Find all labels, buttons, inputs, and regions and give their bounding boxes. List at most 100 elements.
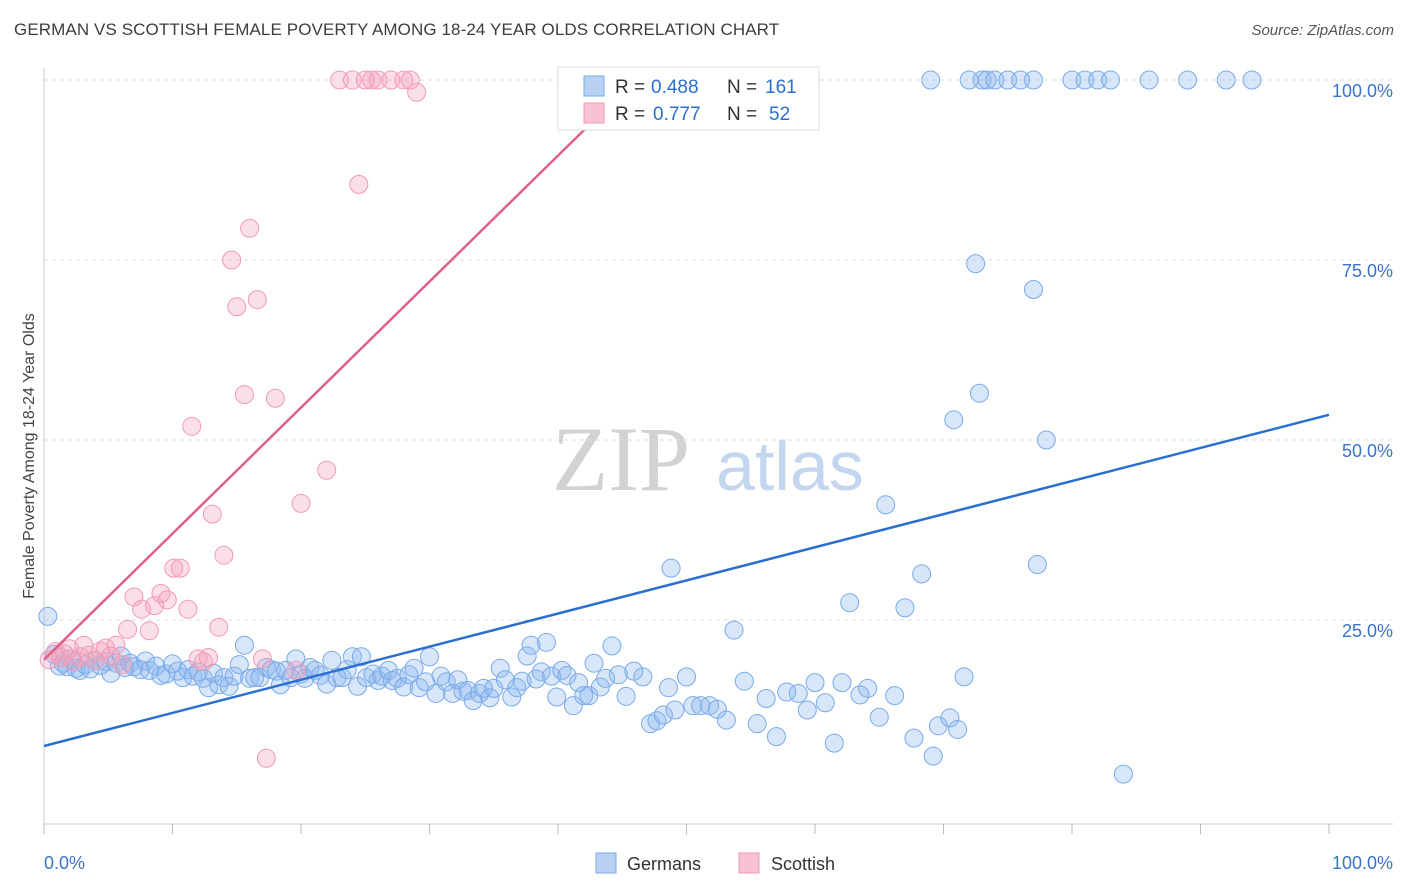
germans-r-label: R = (615, 77, 645, 98)
germans-point (977, 70, 997, 90)
scottish-point (145, 596, 165, 616)
germans-point (850, 685, 870, 705)
germans-point (224, 666, 244, 686)
germans-point (1216, 70, 1236, 90)
scottish-point (222, 250, 242, 270)
germans-point (948, 719, 968, 739)
scottish-r-value: 0.777 (653, 104, 701, 125)
scottish-point (394, 70, 414, 90)
germans-point (869, 707, 889, 727)
scottish-point (178, 599, 198, 619)
germans-point (602, 636, 622, 656)
scottish-point (234, 385, 254, 405)
scottish-point (157, 590, 177, 610)
germans-point (885, 686, 905, 706)
germans-point (716, 710, 736, 730)
scottish-point (139, 621, 159, 641)
scottish-point (118, 619, 138, 639)
germans-point (661, 558, 681, 578)
germans-point (1036, 430, 1056, 450)
germans-point (188, 662, 208, 682)
germans-point (608, 665, 628, 685)
germans-point (234, 635, 254, 655)
germans-point (904, 728, 924, 748)
germans-point (653, 705, 673, 725)
watermark-atlas: atlas (716, 427, 864, 505)
germans-point (250, 668, 270, 688)
germans-point (624, 661, 644, 681)
germans-point (1027, 555, 1047, 575)
scottish-point (85, 650, 105, 670)
germans-point (219, 676, 239, 696)
germans-r-value: 0.488 (651, 77, 699, 98)
germans-point (665, 700, 685, 720)
x-ticks (43, 824, 1330, 834)
watermark-zip: ZIP (552, 408, 690, 510)
germans-point (458, 681, 478, 701)
germans-point (495, 670, 515, 690)
germans-point (1023, 70, 1043, 90)
germans-point (912, 564, 932, 584)
legend-germans-swatch (595, 852, 617, 874)
germans-point (815, 693, 835, 713)
y-axis-label: Female Poverty Among 18-24 Year Olds (21, 313, 38, 599)
germans-point (542, 666, 562, 686)
scottish-point (214, 545, 234, 565)
germans-point (229, 655, 249, 675)
scottish-n-value: 52 (769, 104, 790, 125)
germans-point (747, 714, 767, 734)
germans-point (480, 688, 500, 708)
germans-point (404, 658, 424, 678)
germans-point (584, 653, 604, 673)
scottish-point (256, 748, 276, 768)
germans-point (724, 620, 744, 640)
germans-point (805, 673, 825, 693)
germans-point (552, 660, 572, 680)
scottish-point (112, 655, 132, 675)
scottish-point (182, 416, 202, 436)
x-tick-label-max: 100.0% (1332, 853, 1393, 873)
germans-point (1113, 764, 1133, 784)
y-tick-label: 100.0% (1332, 81, 1393, 101)
source-label: Source: ZipAtlas.com (1251, 22, 1394, 39)
watermark: ZIP atlas (552, 408, 864, 510)
germans-point (797, 700, 817, 720)
gridlines (44, 79, 1393, 621)
legend-scottish-swatch (738, 852, 760, 874)
germans-point (136, 651, 156, 671)
germans-point (322, 650, 342, 670)
germans-point (507, 678, 527, 698)
germans-point (463, 691, 483, 711)
y-tick-labels: 25.0% 50.0% 75.0% 100.0% (1332, 81, 1393, 641)
scottish-r-label: R = (615, 104, 645, 125)
legend-scottish-label: Scottish (771, 854, 835, 874)
scottish-point (164, 558, 184, 578)
scottish-point (317, 460, 337, 480)
germans-point (473, 678, 493, 698)
germans-point (1139, 70, 1159, 90)
x-tick-label-min: 0.0% (44, 853, 85, 873)
germans-point (734, 671, 754, 691)
germans-point (766, 727, 786, 747)
scottish-point (132, 599, 152, 619)
germans-point (394, 677, 414, 697)
germans-point (616, 686, 636, 706)
germans-point (521, 635, 541, 655)
scottish-point (170, 558, 190, 578)
chart-title: GERMAN VS SCOTTISH FEMALE POVERTY AMONG … (14, 20, 780, 39)
germans-point (502, 687, 522, 707)
germans-point (547, 687, 567, 707)
scottish-point (349, 174, 369, 194)
germans-point (156, 664, 176, 684)
germans-point (659, 678, 679, 698)
germans-point (38, 606, 58, 626)
germans-point (399, 665, 419, 685)
germans-point (431, 666, 451, 686)
scottish-point (227, 297, 247, 317)
scottish-point (407, 82, 427, 102)
scottish-point (265, 388, 285, 408)
germans-point (858, 678, 878, 698)
germans-n-label: N = (727, 77, 757, 98)
germans-point (895, 598, 915, 618)
scottish-n-label: N = (727, 104, 757, 125)
